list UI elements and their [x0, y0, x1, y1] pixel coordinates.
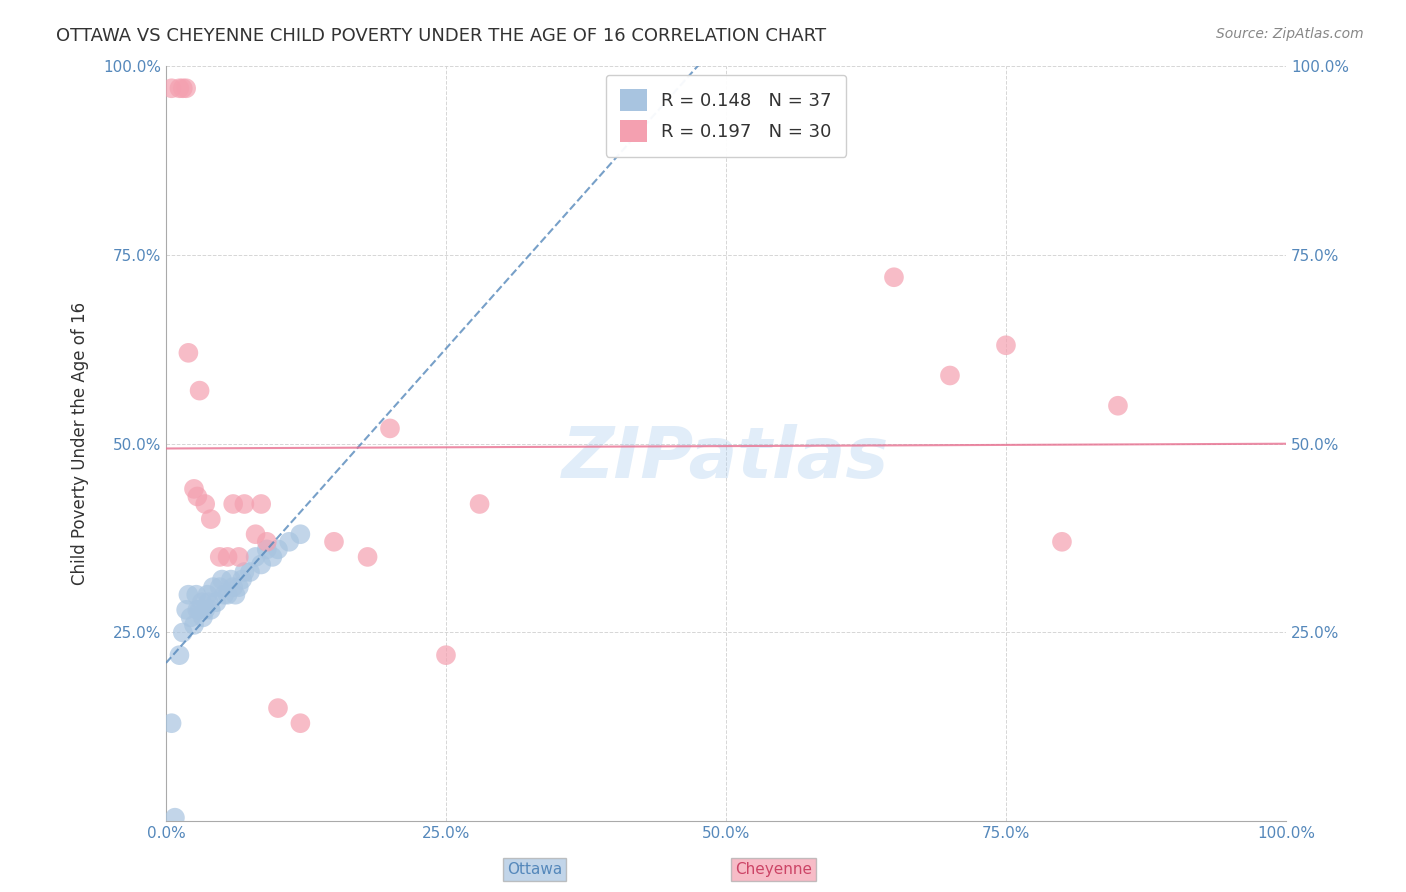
- Point: [183, 482, 205, 496]
- Point: [231, 573, 253, 587]
- Point: [1050, 534, 1073, 549]
- Legend: R = 0.148   N = 37, R = 0.197   N = 30: R = 0.148 N = 37, R = 0.197 N = 30: [606, 75, 846, 157]
- Point: [174, 81, 197, 95]
- Point: [267, 542, 290, 557]
- Point: [205, 595, 228, 609]
- Point: [169, 648, 191, 662]
- Point: [233, 497, 256, 511]
- Text: Ottawa: Ottawa: [506, 863, 562, 877]
- Point: [228, 549, 250, 564]
- Point: [200, 603, 222, 617]
- Text: ZIPatlas: ZIPatlas: [562, 425, 890, 493]
- Point: [160, 716, 183, 731]
- Point: [160, 81, 183, 95]
- Point: [202, 580, 225, 594]
- Point: [434, 648, 457, 662]
- Point: [188, 384, 211, 398]
- Point: [191, 595, 214, 609]
- Point: [211, 573, 233, 587]
- Point: [172, 625, 194, 640]
- Point: [256, 542, 278, 557]
- Text: Source: ZipAtlas.com: Source: ZipAtlas.com: [1216, 27, 1364, 41]
- Point: [290, 527, 312, 541]
- Point: [217, 588, 239, 602]
- Point: [163, 811, 186, 825]
- Point: [323, 534, 346, 549]
- Point: [212, 588, 235, 602]
- Point: [224, 588, 246, 602]
- Point: [233, 565, 256, 579]
- Point: [939, 368, 962, 383]
- Point: [169, 81, 191, 95]
- Point: [278, 534, 301, 549]
- Point: [883, 270, 905, 285]
- Point: [219, 573, 242, 587]
- Point: [177, 588, 200, 602]
- Point: [194, 497, 217, 511]
- Point: [256, 534, 278, 549]
- Point: [245, 549, 267, 564]
- Point: [217, 549, 239, 564]
- Text: Cheyenne: Cheyenne: [735, 863, 811, 877]
- Point: [197, 595, 219, 609]
- Point: [250, 497, 273, 511]
- Point: [208, 549, 231, 564]
- Point: [1107, 399, 1129, 413]
- Point: [177, 346, 200, 360]
- Point: [200, 512, 222, 526]
- Point: [186, 588, 208, 602]
- Point: [267, 701, 290, 715]
- Point: [228, 580, 250, 594]
- Point: [262, 549, 284, 564]
- Point: [222, 497, 245, 511]
- Point: [239, 565, 262, 579]
- Point: [188, 603, 211, 617]
- Point: [356, 549, 378, 564]
- Point: [180, 610, 202, 624]
- Text: OTTAWA VS CHEYENNE CHILD POVERTY UNDER THE AGE OF 16 CORRELATION CHART: OTTAWA VS CHEYENNE CHILD POVERTY UNDER T…: [56, 27, 827, 45]
- Point: [183, 618, 205, 632]
- Point: [191, 610, 214, 624]
- Point: [208, 580, 231, 594]
- Point: [250, 558, 273, 572]
- Point: [194, 603, 217, 617]
- Point: [994, 338, 1017, 352]
- Point: [245, 527, 267, 541]
- Point: [186, 490, 208, 504]
- Point: [290, 716, 312, 731]
- Point: [197, 588, 219, 602]
- Point: [378, 421, 401, 435]
- Y-axis label: Child Poverty Under the Age of 16: Child Poverty Under the Age of 16: [72, 302, 89, 585]
- Point: [174, 603, 197, 617]
- Point: [468, 497, 491, 511]
- Point: [172, 81, 194, 95]
- Point: [222, 580, 245, 594]
- Point: [186, 603, 208, 617]
